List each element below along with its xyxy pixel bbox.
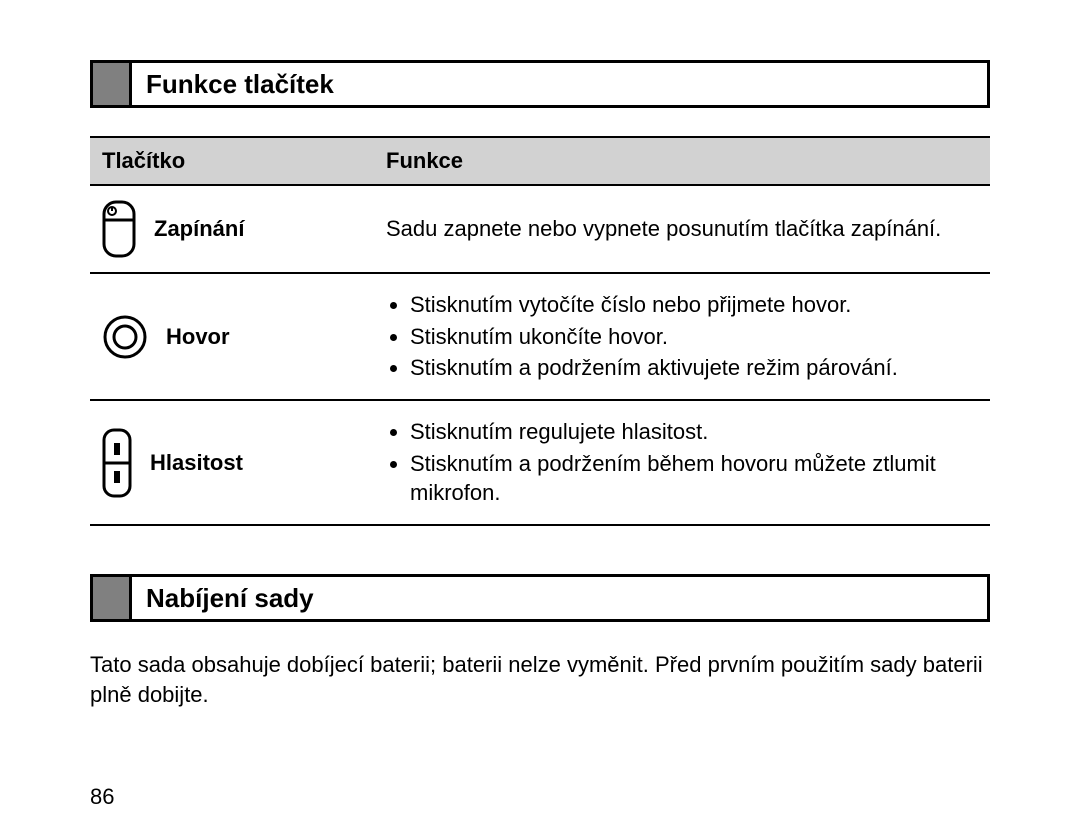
charging-paragraph: Tato sada obsahuje dobíjecí baterii; bat… xyxy=(90,650,990,709)
function-cell: Stisknutím regulujete hlasitost. Stisknu… xyxy=(374,400,990,525)
button-cell-power: Zapínání xyxy=(90,185,374,273)
button-cell-call: Hovor xyxy=(90,273,374,400)
table-header-row: Tlačítko Funkce xyxy=(90,137,990,185)
function-text: Sadu zapnete nebo vypnete posunutím tlač… xyxy=(386,216,941,241)
button-label: Zapínání xyxy=(154,214,244,244)
button-label: Hlasitost xyxy=(150,448,243,478)
table-row: Hovor Stisknutím vytočíte číslo nebo při… xyxy=(90,273,990,400)
page-number: 86 xyxy=(90,784,114,810)
table-header-button: Tlačítko xyxy=(90,137,374,185)
function-list-item: Stisknutím ukončíte hovor. xyxy=(410,322,978,352)
ring-button-icon xyxy=(102,314,148,360)
table-row: Hlasitost Stisknutím regulujete hlasitos… xyxy=(90,400,990,525)
table-header-function: Funkce xyxy=(374,137,990,185)
button-cell-volume: Hlasitost xyxy=(90,400,374,525)
table-row: Zapínání Sadu zapnete nebo vypnete posun… xyxy=(90,185,990,273)
section-title: Nabíjení sady xyxy=(132,577,314,619)
button-function-table: Tlačítko Funkce Zapínání xyxy=(90,136,990,526)
section-tab-icon xyxy=(93,577,132,619)
section-header-charging: Nabíjení sady xyxy=(90,574,990,622)
manual-page: Funkce tlačítek Tlačítko Funkce xyxy=(0,0,1080,840)
power-switch-icon xyxy=(102,200,136,258)
function-list: Stisknutím regulujete hlasitost. Stisknu… xyxy=(386,417,978,508)
function-list: Stisknutím vytočíte číslo nebo přijmete … xyxy=(386,290,978,383)
section-title: Funkce tlačítek xyxy=(132,63,334,105)
function-list-item: Stisknutím regulujete hlasitost. xyxy=(410,417,978,447)
function-list-item: Stisknutím a podržením aktivujete režim … xyxy=(410,353,978,383)
function-cell: Sadu zapnete nebo vypnete posunutím tlač… xyxy=(374,185,990,273)
function-list-item: Stisknutím vytočíte číslo nebo přijmete … xyxy=(410,290,978,320)
function-cell: Stisknutím vytočíte číslo nebo přijmete … xyxy=(374,273,990,400)
section-header-button-functions: Funkce tlačítek xyxy=(90,60,990,108)
function-list-item: Stisknutím a podržením během hovoru může… xyxy=(410,449,978,508)
button-label: Hovor xyxy=(166,322,230,352)
section-tab-icon xyxy=(93,63,132,105)
volume-rocker-icon xyxy=(102,428,132,498)
